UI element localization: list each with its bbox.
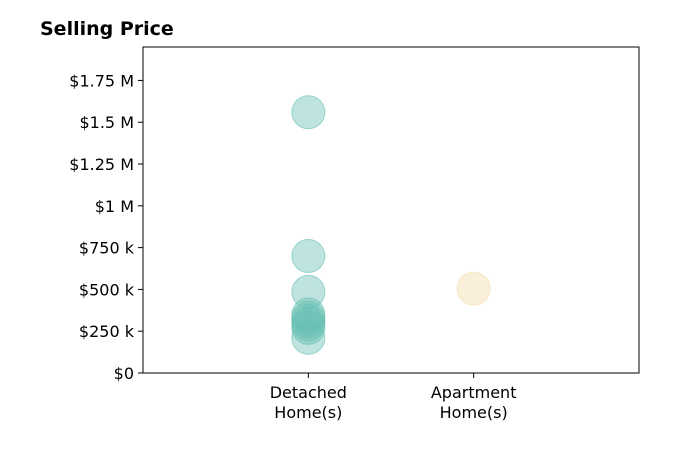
scatter-point: [291, 238, 326, 273]
y-tick-label: $1.25 M: [69, 155, 134, 174]
y-tick-label: $0: [114, 364, 134, 383]
y-tick-label: $1.75 M: [69, 71, 134, 90]
x-axis: Detached Home(s) Apartment Home(s): [270, 373, 517, 422]
x-tick-label: Apartment Home(s): [431, 383, 517, 422]
y-tick-label: $250 k: [79, 322, 135, 341]
y-tick-label: $500 k: [79, 280, 135, 299]
y-axis: $0 $250 k $500 k $750 k $1 M $1.25 M $1.5 M $1.…: [69, 71, 143, 383]
chart-title: Selling Price: [40, 18, 174, 40]
scatter-point: [456, 271, 491, 306]
scatter-point: [291, 310, 326, 345]
y-tick-label: $750 k: [79, 239, 135, 258]
data-points: [291, 95, 491, 355]
x-tick-label: Detached Home(s): [270, 383, 347, 422]
scatter-point: [291, 320, 326, 355]
scatter-point: [291, 95, 326, 130]
plot-area: [142, 46, 640, 374]
y-tick-label: $1 M: [95, 197, 134, 216]
y-tick-label: $1.5 M: [79, 113, 134, 132]
